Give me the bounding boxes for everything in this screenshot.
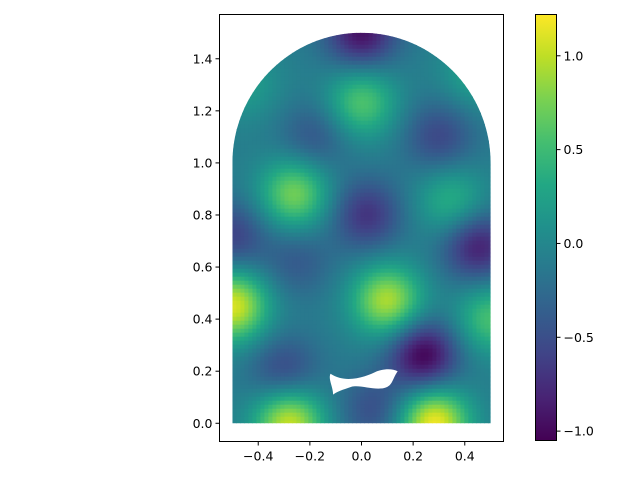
x-tick: −0.2 (295, 441, 325, 464)
colorbar-tick: 0.0 (556, 236, 584, 251)
colorbar-tick: −0.5 (556, 330, 594, 345)
y-axis: 0.0 0.2 0.4 0.6 0.8 1.0 1.2 1.4 (193, 51, 220, 431)
x-tick-label: −0.4 (243, 449, 273, 464)
x-tick: 0.0 (352, 441, 372, 464)
x-tick: 0.4 (455, 441, 475, 464)
x-tick-label: 0.0 (352, 449, 372, 464)
heatmap-field (232, 32, 491, 424)
colorbar-tick: 0.5 (556, 142, 584, 157)
colorbar-tick: −1.0 (556, 424, 594, 439)
colorbar-tick-label: 0.5 (564, 142, 584, 157)
plot-area: −0.4 −0.2 0.0 0.2 0.4 0.0 0.2 0.4 0.6 0.8 1.0 1.2 1… (193, 14, 504, 464)
y-tick: 0.4 (193, 312, 220, 327)
colorbar-tick-label: 1.0 (564, 48, 584, 63)
colorbar-tick: 1.0 (556, 48, 584, 63)
y-tick: 0.6 (193, 260, 220, 275)
x-tick-label: 0.4 (455, 449, 475, 464)
colorbar-tick-label: −0.5 (564, 330, 594, 345)
y-tick: 0.2 (193, 364, 220, 379)
y-tick-label: 0.4 (193, 312, 213, 327)
y-tick-label: 0.6 (193, 260, 213, 275)
colorbar: −1.0 −0.5 0.0 0.5 1.0 (535, 14, 594, 441)
x-tick-label: −0.2 (295, 449, 325, 464)
domain-hole (329, 369, 398, 395)
colorbar-gradient (535, 14, 557, 441)
y-tick-label: 1.2 (193, 103, 213, 118)
y-tick: 0.0 (193, 416, 220, 431)
y-tick-label: 0.0 (193, 416, 213, 431)
y-tick: 0.8 (193, 207, 220, 222)
y-tick-label: 1.4 (193, 51, 213, 66)
colorbar-frame (535, 14, 557, 441)
x-tick: −0.4 (243, 441, 273, 464)
x-axis: −0.4 −0.2 0.0 0.2 0.4 (243, 441, 475, 464)
colorbar-tick-label: 0.0 (564, 236, 584, 251)
y-tick-label: 0.8 (193, 207, 213, 222)
x-tick-label: 0.2 (403, 449, 423, 464)
y-tick-label: 1.0 (193, 155, 213, 170)
y-tick: 1.0 (193, 155, 220, 170)
x-tick: 0.2 (403, 441, 423, 464)
colorbar-ticks: −1.0 −0.5 0.0 0.5 1.0 (556, 48, 594, 439)
y-tick: 1.4 (193, 51, 220, 66)
colorbar-tick-label: −1.0 (564, 424, 594, 439)
y-tick: 1.2 (193, 103, 220, 118)
y-tick-label: 0.2 (193, 364, 213, 379)
